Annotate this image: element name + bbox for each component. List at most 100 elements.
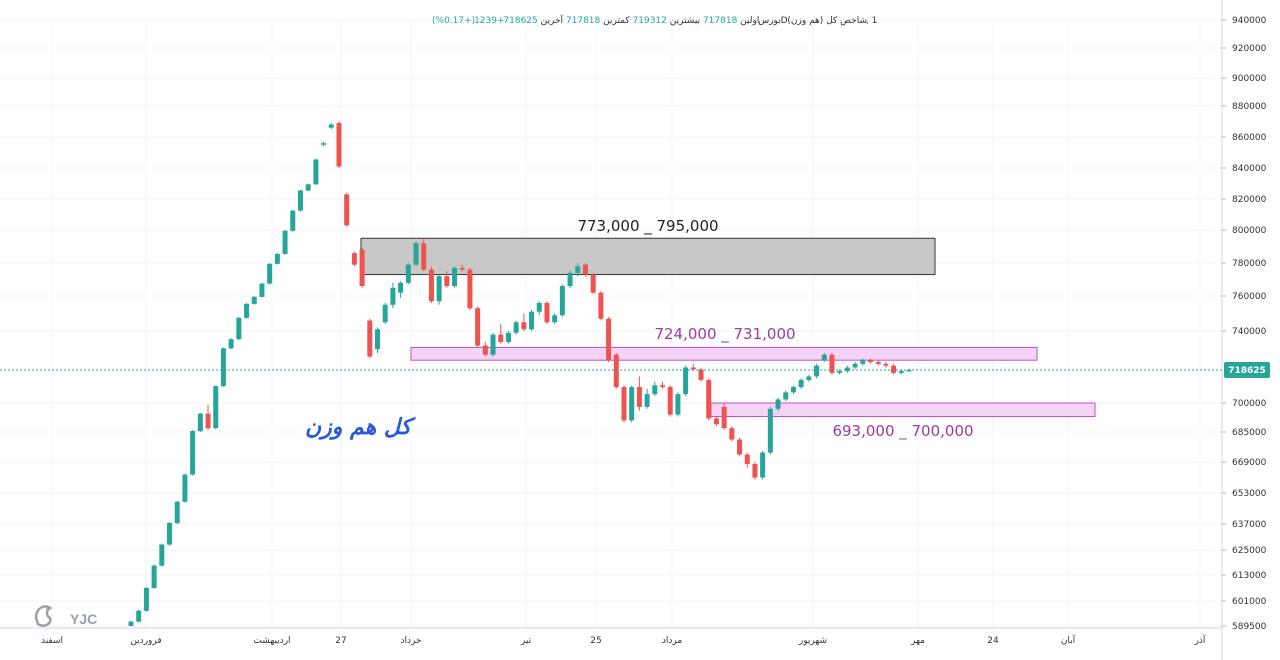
candle[interactable] — [706, 378, 712, 421]
candle[interactable] — [190, 430, 196, 476]
candle[interactable] — [660, 381, 666, 389]
candle[interactable] — [297, 189, 303, 212]
candle[interactable] — [744, 452, 750, 468]
candle[interactable] — [544, 301, 550, 324]
candle[interactable] — [536, 301, 542, 316]
candle[interactable] — [274, 253, 280, 265]
candle[interactable] — [806, 374, 812, 382]
candle[interactable] — [860, 358, 866, 366]
candle[interactable] — [398, 281, 404, 298]
candle[interactable] — [143, 586, 149, 612]
candle[interactable] — [475, 306, 481, 348]
candle[interactable] — [582, 263, 588, 277]
candle[interactable] — [891, 363, 897, 375]
candle[interactable] — [837, 369, 843, 375]
candle[interactable] — [875, 360, 881, 366]
resistance-zone[interactable] — [360, 237, 936, 276]
candle[interactable] — [413, 241, 419, 267]
candle[interactable] — [359, 248, 365, 288]
candle[interactable] — [344, 192, 350, 227]
candle[interactable] — [267, 263, 273, 285]
candle[interactable] — [606, 317, 612, 363]
candle[interactable] — [305, 183, 311, 192]
candle[interactable] — [575, 263, 581, 277]
candle[interactable] — [321, 141, 327, 147]
candle[interactable] — [767, 406, 773, 455]
candle[interactable] — [752, 462, 758, 480]
candle[interactable] — [290, 209, 296, 232]
candle[interactable] — [521, 313, 527, 332]
candle[interactable] — [490, 332, 496, 357]
candle[interactable] — [182, 473, 188, 503]
candle[interactable] — [374, 327, 380, 353]
candle[interactable] — [197, 412, 203, 432]
candle[interactable] — [428, 266, 434, 303]
candle[interactable] — [621, 385, 627, 423]
candle[interactable] — [452, 266, 458, 288]
candle[interactable] — [367, 318, 373, 359]
candle[interactable] — [351, 251, 357, 267]
candle[interactable] — [737, 437, 743, 457]
candle[interactable] — [798, 378, 804, 389]
candle[interactable] — [821, 352, 827, 363]
candle[interactable] — [636, 376, 642, 411]
candle[interactable] — [282, 230, 288, 255]
candle[interactable] — [667, 385, 673, 417]
time-axis[interactable]: اسفند فروردین اردیبهشت 27 خرداد تیر 25 مرداد شهر… — [41, 634, 1206, 646]
candle[interactable] — [313, 158, 319, 186]
candle[interactable] — [775, 397, 781, 411]
candle[interactable] — [867, 358, 873, 364]
price-axis[interactable]: 940000 920000 900000 880000 860000 840000 8200… — [1222, 16, 1267, 632]
candle[interactable] — [459, 264, 465, 272]
candle[interactable] — [174, 500, 180, 524]
candle[interactable] — [244, 303, 250, 319]
candle[interactable] — [814, 363, 820, 379]
candle[interactable] — [559, 284, 565, 317]
candle[interactable] — [482, 341, 488, 357]
candle[interactable] — [213, 385, 219, 430]
candle[interactable] — [159, 543, 165, 567]
candle[interactable] — [390, 282, 396, 309]
candle[interactable] — [590, 272, 596, 295]
candle[interactable] — [552, 313, 558, 325]
candle[interactable] — [151, 564, 157, 590]
candle[interactable] — [236, 317, 242, 341]
candle[interactable] — [713, 416, 719, 427]
candle[interactable] — [829, 352, 835, 375]
candle[interactable] — [444, 271, 450, 288]
candle[interactable] — [405, 263, 411, 285]
candle[interactable] — [136, 609, 142, 623]
candle[interactable] — [220, 347, 226, 388]
candle[interactable] — [505, 331, 511, 344]
candle[interactable] — [382, 303, 388, 324]
candle[interactable] — [652, 381, 658, 396]
candle[interactable] — [790, 385, 796, 395]
candle[interactable] — [760, 450, 766, 480]
candle[interactable] — [436, 274, 442, 305]
candle[interactable] — [844, 365, 850, 373]
candle[interactable] — [683, 365, 689, 396]
candle[interactable] — [644, 388, 650, 409]
candle[interactable] — [467, 267, 473, 310]
candle[interactable] — [598, 291, 604, 321]
candle[interactable] — [259, 282, 265, 298]
candle[interactable] — [883, 362, 889, 368]
candle[interactable] — [529, 310, 535, 331]
candle[interactable] — [167, 522, 173, 546]
candle[interactable] — [729, 426, 735, 442]
candle[interactable] — [567, 271, 573, 288]
candle[interactable] — [128, 620, 134, 626]
candle[interactable] — [675, 392, 681, 417]
candle[interactable] — [328, 123, 334, 130]
candle[interactable] — [421, 238, 427, 272]
candle[interactable] — [205, 404, 211, 431]
support-zone-upper[interactable] — [410, 346, 1038, 361]
candle[interactable] — [251, 296, 257, 305]
candle[interactable] — [336, 121, 342, 169]
candle[interactable] — [613, 352, 619, 389]
candle[interactable] — [852, 362, 858, 370]
candle[interactable] — [228, 338, 234, 350]
candle[interactable] — [783, 390, 789, 402]
candle[interactable] — [721, 403, 727, 431]
